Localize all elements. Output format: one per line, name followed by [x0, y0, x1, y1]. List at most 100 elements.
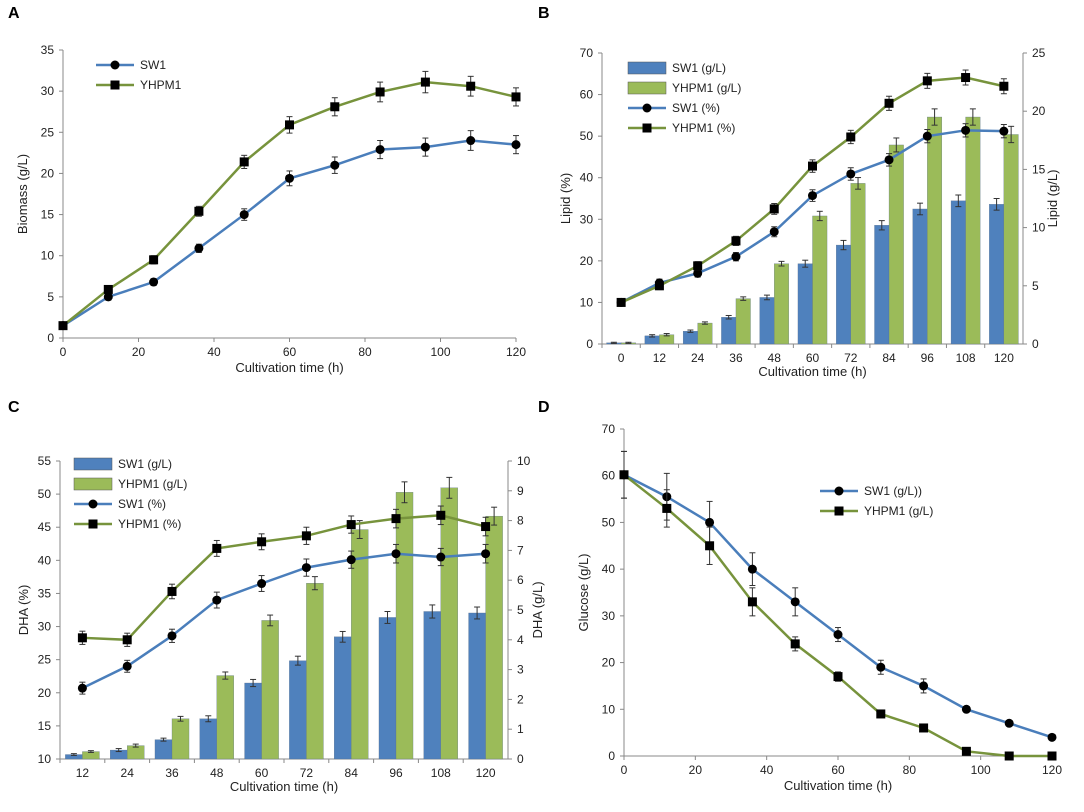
- panel-b-x-tick-label: 108: [956, 351, 976, 365]
- panel-a-y-tick-label: 30: [41, 84, 55, 98]
- panel-b-bars-sw1-g-l: [606, 194, 1005, 345]
- panel-c-x-tick-label: 96: [389, 766, 403, 780]
- panel-a-point-yhpm1: [194, 206, 204, 216]
- panel-b-bar-sw1-g-l: [989, 204, 1005, 345]
- panel-a-x-tick-label: 80: [358, 345, 372, 359]
- panel-b-point-sw1: [884, 155, 894, 165]
- panel-b-bar-error: [687, 329, 694, 333]
- panel-c-bar-yhpm1-g-l: [306, 583, 324, 760]
- panel-d-point-yhpm1-g-l: [705, 541, 715, 551]
- panel-c-bar-error: [446, 476, 453, 499]
- panel-b-point-sw1: [693, 268, 703, 278]
- panel-d-point-sw1-g-l: [876, 662, 886, 672]
- panel-a-legend-label-1: YHPM1: [140, 78, 182, 92]
- panel-b-point-sw1: [808, 191, 817, 201]
- panel-a-y-tick-label: 20: [41, 166, 55, 180]
- panel-b-y-tick-label: 0: [586, 337, 593, 351]
- panel-b-bar-error: [969, 108, 976, 126]
- panel-a-point-sw1: [375, 145, 385, 155]
- panel-c-bar-error: [311, 576, 318, 591]
- panel-d-series-yhpm1-g-l: [619, 450, 1057, 761]
- panel-c-y2-axis-title: DHA (g/L): [530, 581, 545, 638]
- panel-c-legend-marker-3: [88, 519, 98, 529]
- panel-b-point-yhpm1: [808, 161, 817, 171]
- panel-b-bar-yhpm1-g-l: [812, 215, 828, 345]
- panel-d-x-axis-title: Cultivation time (h): [784, 778, 892, 793]
- panel-a-line-sw1: [62, 139, 517, 327]
- panel-b-x-tick-label: 12: [653, 351, 667, 365]
- panel-b-legend-swatch-1: [627, 81, 667, 95]
- panel-a-x-tick-label: 0: [60, 345, 67, 359]
- panel-b-y2-tick-label: 10: [1032, 221, 1046, 235]
- panel-c-point-yhpm1: [257, 537, 267, 547]
- panel-c-y-tick-label: 45: [38, 520, 52, 534]
- panel-c-bar-yhpm1-g-l: [351, 529, 369, 760]
- panel-c-point-sw1: [122, 661, 132, 671]
- panel-b-bar-yhpm1-g-l: [697, 322, 713, 345]
- panel-d-point-sw1-g-l: [1047, 732, 1057, 742]
- panel-b-bar-error: [855, 177, 862, 190]
- panel-d-point-sw1-g-l: [1004, 718, 1014, 728]
- panel-c-x-tick-label: 12: [76, 766, 90, 780]
- panel-label-c: C: [8, 399, 20, 416]
- panel-b-bar-error: [840, 239, 847, 251]
- panel-b-y-tick-label: 20: [580, 254, 594, 268]
- panel-c-y-tick-label: 50: [38, 487, 52, 501]
- panel-c-x-tick-label: 108: [431, 766, 451, 780]
- panel-c-y2-tick-label: 5: [517, 603, 524, 617]
- panel-b-lipid-chart: 0 10 20 30 40 50 60 70 0 5 10 15 20 25 0 12 24 36 48 60 72 84…: [558, 46, 1060, 379]
- panel-c-y2-tick-label: 9: [517, 484, 524, 498]
- panel-c-bar-error: [429, 604, 436, 619]
- panel-a-point-yhpm1: [239, 157, 249, 167]
- panel-d-y-tick-label: 50: [602, 515, 616, 529]
- panel-b-bar-error: [878, 220, 885, 231]
- panel-b-point-yhpm1: [922, 76, 932, 86]
- panel-d-y-tick-label: 0: [608, 749, 615, 763]
- panel-c-legend-marker-2: [88, 499, 98, 509]
- panel-d-point-yhpm1-g-l: [833, 672, 843, 682]
- panel-d-point-sw1-g-l: [961, 704, 971, 714]
- panel-c-series-yhpm1: [77, 505, 491, 647]
- panel-b-x-tick-label: 0: [618, 351, 625, 365]
- panel-c-bar-yhpm1-g-l: [127, 745, 145, 760]
- panel-d-point-yhpm1-g-l: [1047, 751, 1057, 761]
- panel-c-y-tick-label: 20: [38, 686, 52, 700]
- panel-c-bar-error: [177, 715, 184, 722]
- panel-c-bar-error: [132, 743, 139, 748]
- panel-b-bar-error: [993, 198, 1000, 211]
- panel-c-y2-tick-label: 2: [517, 692, 524, 706]
- panel-c-y-tick-label: 15: [38, 719, 52, 733]
- panel-b-bar-yhpm1-g-l: [850, 183, 866, 345]
- panel-c-y-tick-label: 40: [38, 553, 52, 567]
- panel-d-x-tick-label: 120: [1042, 763, 1062, 777]
- panel-b-bar-sw1-g-l: [759, 297, 775, 345]
- panel-a-legend-label-0: SW1: [140, 58, 166, 72]
- panel-b-point-sw1: [846, 169, 856, 179]
- panel-b-x-tick-label: 36: [729, 351, 743, 365]
- panel-b-point-sw1: [999, 126, 1009, 136]
- panel-b-bar-error: [610, 341, 617, 344]
- panel-c-bar-error: [401, 481, 408, 504]
- panel-a-point-sw1: [285, 173, 294, 183]
- panel-c-point-yhpm1: [212, 543, 222, 553]
- panel-d-point-yhpm1-g-l: [1004, 751, 1014, 761]
- panel-b-point-sw1: [769, 227, 779, 237]
- panel-b-point-yhpm1: [884, 98, 894, 108]
- panel-a-point-sw1: [103, 292, 113, 302]
- panel-c-bar-error: [87, 750, 94, 753]
- panel-b-bar-error: [931, 108, 938, 126]
- panel-b-bar-yhpm1-g-l: [965, 116, 981, 345]
- panel-b-series-yhpm1: [616, 69, 1009, 307]
- panel-c-point-sw1: [346, 555, 356, 565]
- panel-b-bar-sw1-g-l: [912, 208, 928, 345]
- panel-c-legend-swatch-0: [73, 457, 113, 471]
- panel-b-point-yhpm1: [961, 73, 971, 83]
- panel-c-bar-sw1-g-l: [289, 660, 307, 760]
- panel-a-point-yhpm1: [285, 120, 294, 130]
- panel-c-legend-label-0: SW1 (g/L): [118, 457, 172, 471]
- panel-c-bar-sw1-g-l: [334, 636, 352, 760]
- panel-b-x-tick-label: 84: [882, 351, 896, 365]
- panel-c-point-yhpm1: [77, 633, 87, 643]
- panel-b-point-sw1: [922, 131, 932, 141]
